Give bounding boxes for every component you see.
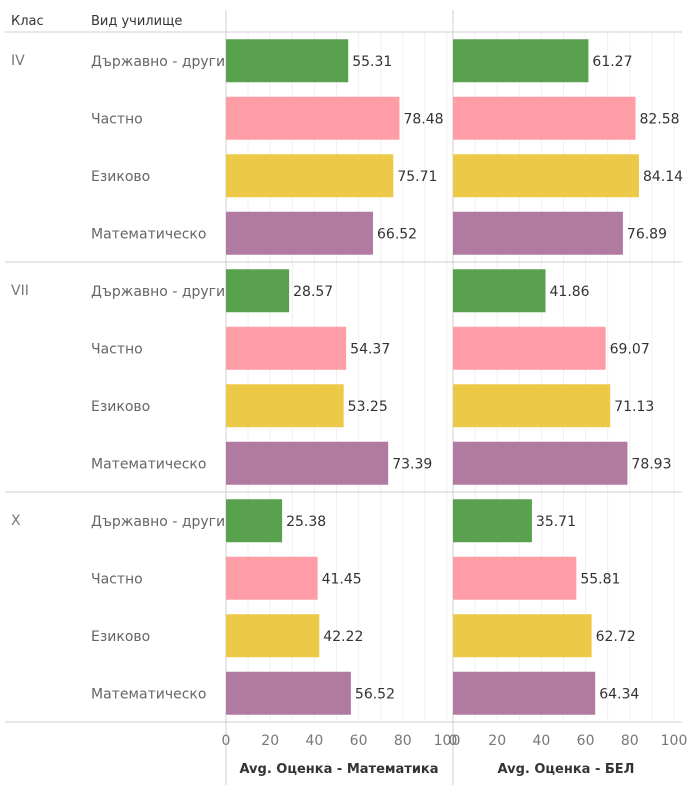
bar: [453, 556, 577, 600]
x-tick-label: 20: [261, 733, 279, 749]
x-tick-label: 80: [394, 733, 412, 749]
school-type-label: Частно: [91, 341, 143, 357]
school-type-label: Държавно - други: [91, 514, 225, 530]
bar: [453, 614, 592, 658]
bar-value-label: 28.57: [293, 284, 333, 300]
class-label: X: [11, 513, 21, 529]
x-tick-label: 0: [222, 733, 231, 749]
school-type-label: Езиково: [91, 399, 150, 415]
measure-axis-label: Avg. Оценка - БЕЛ: [498, 762, 635, 777]
bar: [453, 211, 623, 255]
school-type-label: Частно: [91, 571, 143, 587]
bar: [226, 211, 374, 255]
bar-value-label: 78.48: [403, 111, 443, 127]
bar: [226, 39, 349, 83]
bar-value-label: 62.72: [596, 629, 636, 645]
x-tick-label: 80: [621, 733, 639, 749]
bar-value-label: 54.37: [350, 341, 390, 357]
bar-value-label: 82.58: [640, 111, 680, 127]
x-tick-label: 0: [449, 733, 458, 749]
bar-value-label: 55.81: [580, 571, 620, 587]
bar-value-label: 76.89: [627, 226, 667, 242]
bar: [226, 556, 318, 600]
bar: [453, 384, 611, 428]
school-type-label: Държавно - други: [91, 54, 225, 70]
bar-value-label: 61.27: [592, 54, 632, 70]
bar-value-label: 41.86: [550, 284, 590, 300]
bar: [226, 326, 347, 370]
x-tick-label: 40: [305, 733, 323, 749]
bar: [226, 614, 320, 658]
bar-value-label: 78.93: [631, 456, 671, 472]
x-tick-label: 60: [350, 733, 368, 749]
bar-value-label: 56.52: [355, 686, 395, 702]
bar: [226, 441, 389, 485]
measure-axis-label: Avg. Оценка - Математика: [239, 762, 438, 777]
bar-value-label: 75.71: [397, 169, 437, 185]
bar-value-label: 25.38: [286, 514, 326, 530]
bar: [453, 154, 639, 198]
school-type-label: Езиково: [91, 629, 150, 645]
school-type-label: Математическо: [91, 456, 206, 472]
school-type-label: Езиково: [91, 169, 150, 185]
bar: [453, 499, 532, 543]
class-label: VII: [11, 283, 29, 299]
bar-value-label: 84.14: [643, 169, 683, 185]
x-tick-label: 100: [434, 733, 461, 749]
bar-value-label: 41.45: [322, 571, 362, 587]
class-label: IV: [11, 53, 25, 69]
bar: [226, 269, 290, 313]
school-type-label: Математическо: [91, 226, 206, 242]
bar-value-label: 71.13: [614, 399, 654, 415]
bar: [453, 39, 589, 83]
bar-value-label: 35.71: [536, 514, 576, 530]
bar: [453, 96, 636, 140]
school-type-label: Държавно - други: [91, 284, 225, 300]
bar: [226, 154, 394, 198]
bar-value-label: 64.34: [599, 686, 639, 702]
bar: [226, 499, 283, 543]
bar: [226, 671, 351, 715]
bar: [226, 96, 400, 140]
bar: [453, 671, 596, 715]
bar: [226, 384, 344, 428]
bar-value-label: 69.07: [610, 341, 650, 357]
school-type-label: Математическо: [91, 686, 206, 702]
school-type-header: Вид училище: [91, 14, 182, 29]
bar-value-label: 66.52: [377, 226, 417, 242]
x-tick-label: 60: [577, 733, 595, 749]
x-tick-label: 20: [488, 733, 506, 749]
bar: [453, 269, 546, 313]
x-tick-label: 40: [532, 733, 550, 749]
bar: [453, 441, 628, 485]
bar-value-label: 73.39: [392, 456, 432, 472]
bar-value-label: 55.31: [352, 54, 392, 70]
bar-value-label: 42.22: [323, 629, 363, 645]
x-tick-label: 100: [661, 733, 688, 749]
school-type-label: Частно: [91, 111, 143, 127]
bar-value-label: 53.25: [348, 399, 388, 415]
bar: [453, 326, 606, 370]
class-header: Клас: [11, 14, 44, 29]
